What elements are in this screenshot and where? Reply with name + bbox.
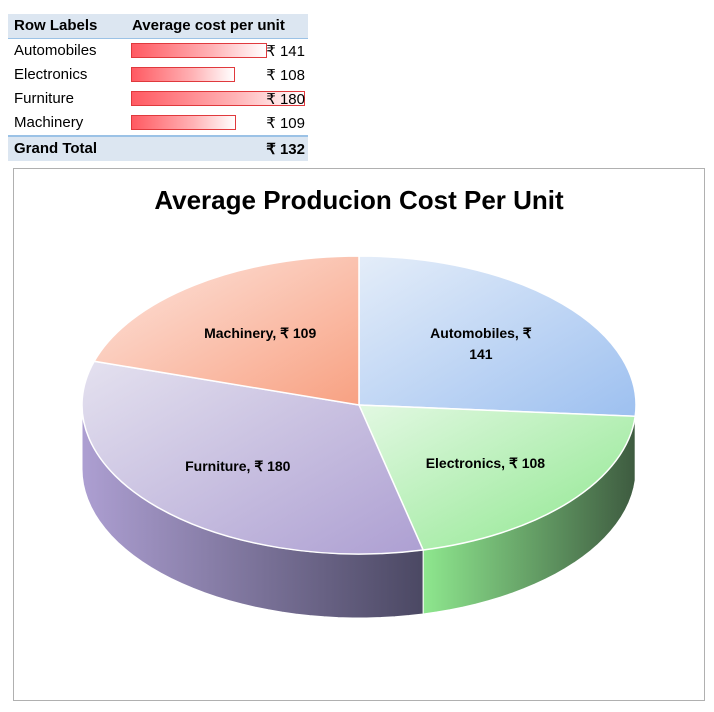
data-label-electronics[interactable]: Electronics, ₹ 108 (426, 455, 546, 471)
pivot-row-label: Machinery (14, 114, 84, 131)
data-label-machinery[interactable]: Machinery, ₹ 109 (204, 325, 316, 341)
pivot-row-value: ₹ 141 (266, 43, 305, 60)
pie-chart[interactable]: Automobiles, ₹ 141 Electronics, ₹ 108 Furni… (14, 169, 704, 700)
pie-slice-automobiles[interactable] (358, 255, 637, 418)
data-bar (131, 91, 305, 106)
value-header[interactable]: Average cost per unit (132, 17, 285, 34)
pivot-row-electronics[interactable]: Electronics ₹ 108 (8, 63, 308, 87)
pie-slice-machinery[interactable] (93, 255, 360, 406)
data-bar (131, 67, 236, 82)
pivot-table: Row Labels Average cost per unit Automob… (8, 14, 308, 161)
pivot-row-value: ₹ 108 (266, 67, 305, 84)
pie-slice-furniture[interactable] (81, 360, 425, 555)
pivot-row-automobiles[interactable]: Automobiles ₹ 141 (8, 39, 308, 63)
pivot-header-row: Row Labels Average cost per unit (8, 14, 308, 39)
row-labels-header[interactable]: Row Labels (14, 17, 98, 34)
pie-slices (81, 255, 637, 555)
data-bar (131, 115, 237, 130)
pivot-row-machinery[interactable]: Machinery ₹ 109 (8, 111, 308, 135)
data-label-automobiles[interactable]: Automobiles, ₹ (430, 325, 532, 341)
data-label-furniture[interactable]: Furniture, ₹ 180 (185, 458, 291, 474)
pivot-row-label: Electronics (14, 66, 88, 83)
pie-data-labels: Automobiles, ₹ 141 Electronics, ₹ 108 Furni… (185, 325, 545, 474)
grand-total-value: ₹ 132 (266, 141, 305, 158)
pivot-row-label: Automobiles (14, 42, 97, 59)
pivot-row-value: ₹ 109 (266, 115, 305, 132)
data-label-automobiles-line2[interactable]: 141 (469, 346, 493, 362)
grand-total-label: Grand Total (14, 140, 98, 157)
pivot-grand-total-row[interactable]: Grand Total ₹ 132 (8, 135, 308, 161)
pie-slice-electronics[interactable] (357, 404, 637, 551)
pivot-row-furniture[interactable]: Furniture ₹ 180 (8, 87, 308, 111)
chart-area[interactable]: Average Producion Cost Per Unit Automobi… (13, 168, 705, 701)
pivot-row-label: Furniture (14, 90, 75, 107)
data-bar (131, 43, 268, 58)
chart-title[interactable]: Average Producion Cost Per Unit (154, 185, 564, 215)
pivot-row-value: ₹ 180 (266, 91, 305, 108)
